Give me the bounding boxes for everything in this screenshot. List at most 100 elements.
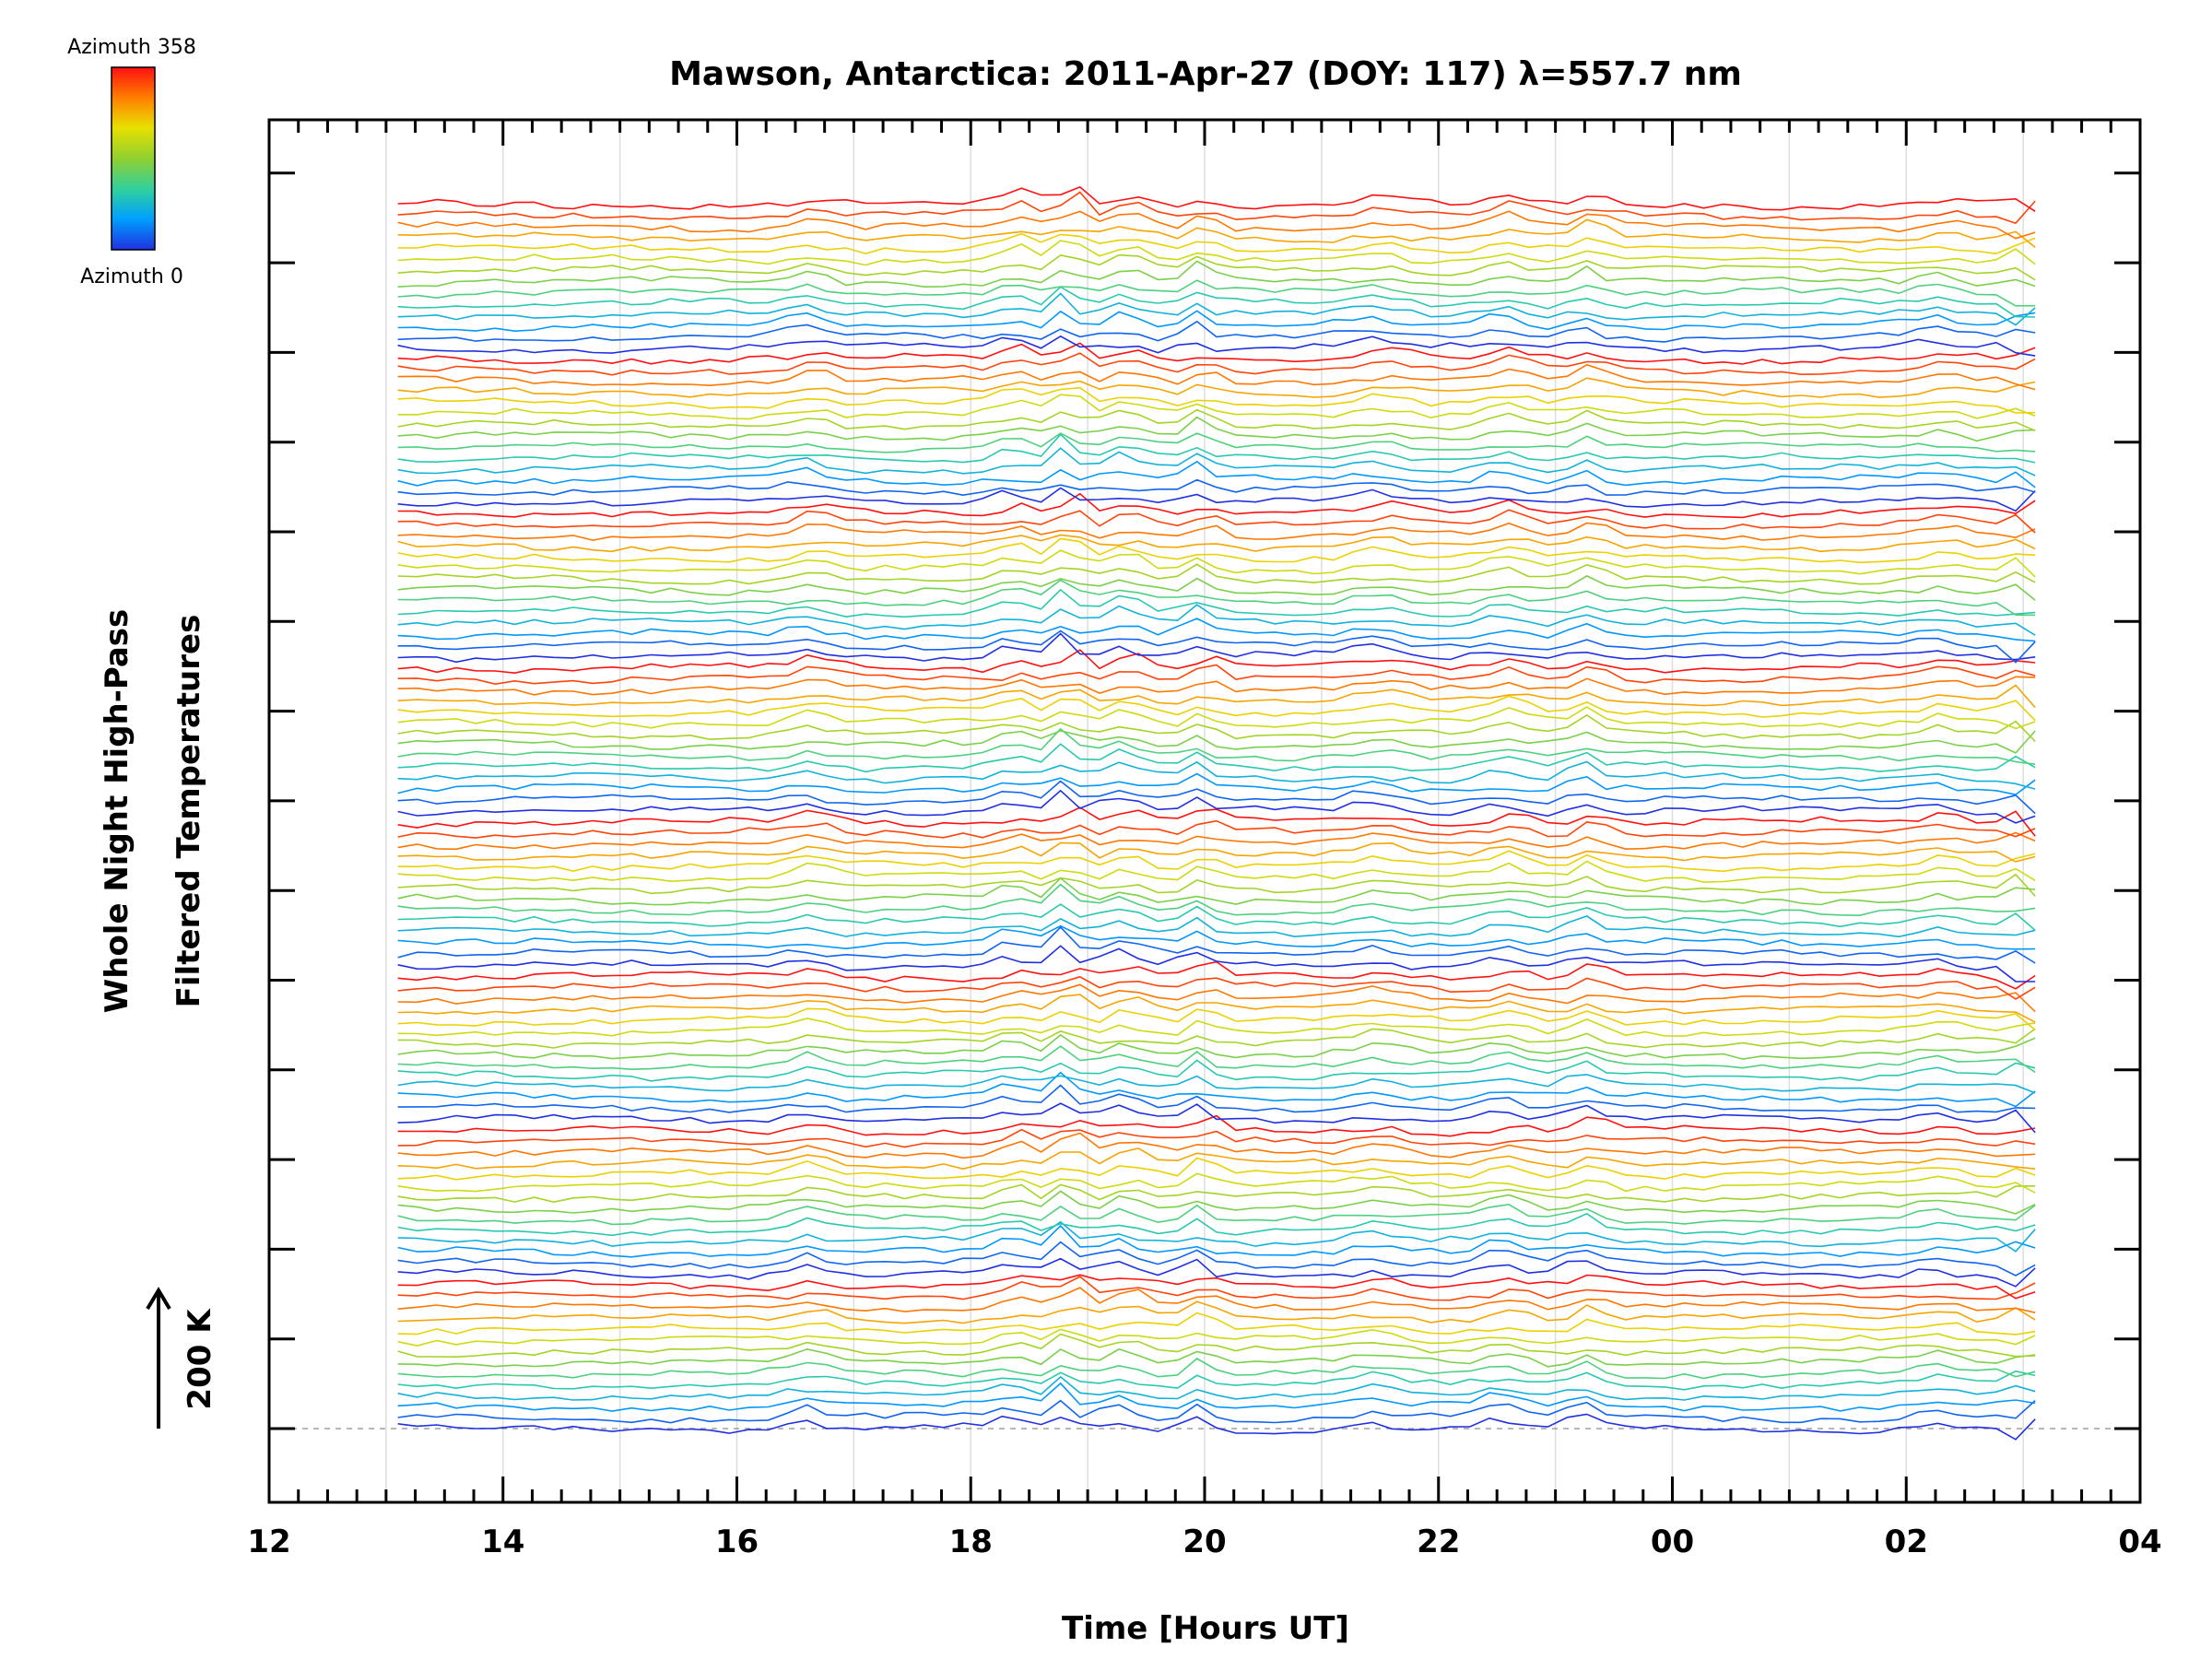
temperature-trace: [397, 903, 2036, 932]
colorbar-top-label: Azimuth 358: [67, 36, 196, 59]
temperature-trace: [397, 335, 2036, 357]
temperature-trace: [397, 1413, 2036, 1441]
temperature-trace: [397, 534, 2036, 553]
x-tick-label: 14: [481, 1524, 524, 1560]
temperature-trace: [397, 789, 2036, 824]
temperature-trace: [397, 509, 2036, 534]
temperature-trace: [397, 1328, 2036, 1347]
temperature-trace: [397, 460, 2036, 488]
temperature-trace: [397, 549, 2036, 578]
temperature-trace: [397, 1172, 2036, 1194]
temperature-trace: [397, 706, 2036, 730]
temperature-trace: [397, 883, 2036, 917]
temperature-trace: [397, 408, 2036, 432]
temperature-trace: [397, 831, 2036, 851]
x-tick-label: 02: [1885, 1524, 1928, 1560]
temperature-trace: [397, 1157, 2036, 1181]
temperature-trace: [397, 915, 2036, 938]
temperature-trace: [397, 1018, 2036, 1037]
temperature-trace: [397, 1128, 2036, 1148]
y-axis-label: Whole Night High-Pass Filtered Temperatu…: [99, 609, 207, 1014]
temperature-trace: [397, 185, 2036, 212]
temperature-trace: [397, 730, 2036, 754]
temperature-trace: [397, 676, 2036, 696]
temperature-trace: [397, 1347, 2036, 1368]
temperature-trace: [397, 394, 2036, 420]
temperature-trace: [397, 629, 2036, 664]
temperature-trace: [397, 664, 2036, 686]
x-tick-label: 18: [949, 1524, 993, 1560]
x-axis-label: Time [Hours UT]: [1062, 1610, 1349, 1647]
colorbar-legend: Azimuth 358 Azimuth 0: [67, 36, 196, 288]
temperature-trace: [397, 1045, 2036, 1074]
temperature-trace: [397, 191, 2036, 225]
colorbar-bottom-label: Azimuth 0: [80, 265, 183, 288]
temperature-trace: [397, 240, 2036, 266]
temperature-trace: [397, 1312, 2036, 1335]
temperature-trace: [397, 772, 2036, 795]
temperature-trace: [397, 1274, 2036, 1300]
temperature-traces: [397, 185, 2036, 1441]
axis-ticks: [267, 120, 2142, 1502]
temperature-trace: [397, 1257, 2036, 1288]
temperature-trace: [397, 232, 2036, 255]
temperature-trace: [397, 994, 2036, 1023]
temperature-trace: [397, 416, 2036, 442]
temperature-trace: [397, 292, 2036, 326]
temperature-trace: [397, 579, 2036, 617]
temperature-trace: [397, 1241, 2036, 1277]
x-tick-label: 16: [715, 1524, 759, 1560]
x-tick-label: 04: [2118, 1524, 2161, 1560]
temperature-trace: [397, 1114, 2036, 1137]
temperature-trace: [397, 588, 2036, 618]
temperature-trace: [397, 604, 2036, 636]
temperature-trace: [397, 1382, 2036, 1412]
temperature-trace: [397, 1102, 2036, 1134]
temperature-trace: [397, 975, 2036, 1000]
colorbar: [111, 66, 156, 251]
temperature-trace: [397, 487, 2036, 512]
temperature-trace: [397, 1399, 2036, 1424]
temperature-trace: [397, 632, 2036, 664]
temperature-trace: [397, 983, 2036, 1013]
temperature-trace: [397, 727, 2036, 765]
x-tick-label: 00: [1651, 1524, 1694, 1560]
temperature-trace: [397, 433, 2036, 464]
temperature-trace: [397, 1224, 2036, 1258]
temperature-trace: [397, 1147, 2036, 1171]
temperature-trace: [397, 1203, 2036, 1226]
temperature-trace: [397, 1370, 2036, 1391]
temperature-trace: [397, 945, 2036, 982]
temperature-trace: [397, 218, 2036, 249]
temperature-trace: [397, 377, 2036, 398]
temperature-trace: [397, 850, 2036, 873]
chart-title: Mawson, Antarctica: 2011-Apr-27 (DOY: 11…: [669, 55, 1742, 93]
temperature-trace: [397, 877, 2036, 906]
temperature-trace: [397, 1059, 2036, 1082]
temperature-trace: [397, 1033, 2036, 1060]
temperature-trace: [397, 352, 2036, 376]
x-tick-labels: 12 14 16 18 20 22 00 02 04: [247, 1524, 2161, 1560]
temperature-trace: [397, 279, 2036, 307]
temperature-trace: [397, 286, 2036, 318]
temperature-trace: [397, 618, 2036, 642]
scale-arrow-head: [146, 1287, 171, 1311]
temperature-trace: [397, 492, 2036, 519]
temperature-trace: [397, 363, 2036, 391]
temperature-trace: [397, 260, 2036, 288]
temperature-trace: [397, 310, 2036, 333]
temperature-trace: [397, 743, 2036, 773]
temperature-trace: [397, 760, 2036, 790]
temperature-trace: [397, 432, 2036, 453]
temperature-trace: [397, 447, 2036, 477]
temperature-trace: [397, 695, 2036, 722]
temperature-trace: [397, 1300, 2036, 1324]
temperature-trace: [397, 860, 2036, 883]
temperature-trace: [397, 1212, 2036, 1237]
temperature-trace: [397, 478, 2036, 497]
y-axis-label-line2: Filtered Temperatures: [171, 615, 207, 1008]
temperature-trace: [397, 714, 2036, 742]
temperature-trace: [397, 924, 2036, 950]
temperature-trace: [397, 873, 2036, 897]
